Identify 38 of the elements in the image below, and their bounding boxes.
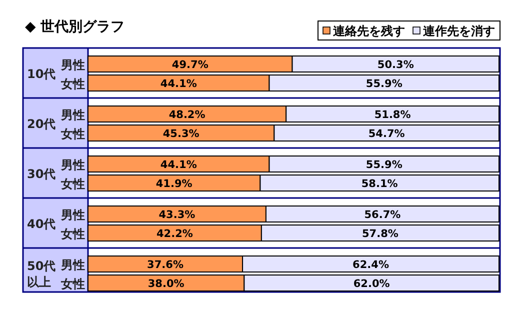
- data-label: 55.9%: [366, 159, 403, 171]
- data-label: 38.0%: [148, 278, 185, 290]
- data-label: 42.2%: [156, 228, 194, 240]
- data-label: 45.3%: [162, 128, 200, 140]
- data-label: 49.7%: [172, 59, 209, 71]
- text: 40代: [27, 217, 56, 231]
- y-tick-label: 男性: [60, 158, 85, 172]
- data-label: 41.9%: [156, 178, 193, 190]
- data-label: 50.3%: [377, 59, 414, 71]
- data-label: 54.7%: [368, 128, 406, 140]
- data-label: 51.8%: [374, 109, 412, 121]
- text: 10代: [27, 67, 56, 81]
- y-tick-label: 女性: [60, 127, 85, 141]
- y-tick-label: 男性: [60, 208, 85, 222]
- data-label: 57.8%: [362, 228, 399, 240]
- y-tick-label: 男性: [60, 258, 85, 272]
- data-label: 55.9%: [366, 78, 403, 90]
- y-tick-label: 女性: [60, 77, 85, 91]
- y-tick-label: 男性: [60, 108, 85, 122]
- y-tick-label: 女性: [60, 277, 85, 291]
- y-tick-label: 男性: [60, 58, 85, 72]
- y-tick-label: 女性: [60, 177, 85, 191]
- text: 50代以上: [27, 259, 56, 289]
- data-label: 58.1%: [361, 178, 398, 190]
- text: 20代: [27, 117, 56, 131]
- legend-label: 連絡先を残す: [332, 24, 405, 38]
- text: 30代: [27, 167, 56, 181]
- chart-title: ◆ 世代別グラフ: [25, 19, 125, 35]
- legend-label: 連作先を消す: [422, 24, 495, 38]
- data-label: 44.1%: [160, 78, 198, 90]
- data-label: 37.6%: [147, 259, 184, 271]
- data-label: 48.2%: [168, 109, 206, 121]
- data-label: 56.7%: [364, 209, 402, 221]
- data-label: 62.4%: [352, 259, 390, 271]
- data-label: 43.3%: [158, 209, 196, 221]
- data-label: 62.0%: [353, 278, 390, 290]
- data-label: 44.1%: [160, 159, 198, 171]
- y-tick-label: 女性: [60, 227, 85, 241]
